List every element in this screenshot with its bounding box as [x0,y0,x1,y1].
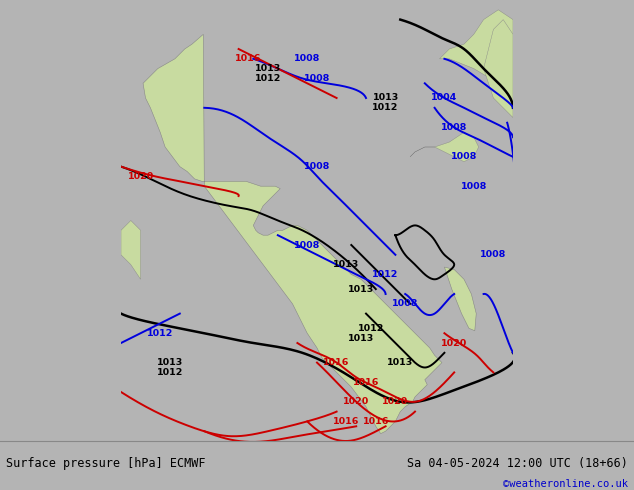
Text: 1013: 1013 [255,64,281,73]
Text: 1016: 1016 [235,54,262,63]
Text: 1008: 1008 [392,299,418,308]
Text: 1008: 1008 [480,250,507,259]
Text: 1020: 1020 [343,397,370,406]
Text: 1020: 1020 [382,397,408,406]
Text: Sa 04-05-2024 12:00 UTC (18+66): Sa 04-05-2024 12:00 UTC (18+66) [407,457,628,469]
Text: 1016: 1016 [353,378,379,387]
Text: 1012: 1012 [372,103,399,112]
Polygon shape [484,20,513,118]
Polygon shape [410,132,479,162]
Text: ©weatheronline.co.uk: ©weatheronline.co.uk [503,479,628,489]
Text: 1012: 1012 [157,368,183,377]
Text: 1008: 1008 [304,162,330,171]
Text: 1008: 1008 [294,54,320,63]
Text: 1008: 1008 [451,152,477,161]
Text: Surface pressure [hPa] ECMWF: Surface pressure [hPa] ECMWF [6,457,206,469]
Text: 1016: 1016 [323,358,350,367]
Text: 1013: 1013 [387,358,413,367]
Polygon shape [121,220,141,279]
Polygon shape [444,267,476,331]
Text: 1008: 1008 [461,182,487,191]
Text: 1008: 1008 [441,123,467,132]
Text: 1012: 1012 [358,324,384,333]
Text: 1020: 1020 [127,172,153,181]
Text: 1004: 1004 [431,94,458,102]
Text: 1016: 1016 [363,417,389,426]
Polygon shape [143,34,442,434]
Text: 1012: 1012 [255,74,281,83]
Text: 1008: 1008 [304,74,330,83]
Text: 1012: 1012 [372,270,399,279]
Polygon shape [439,10,513,98]
Text: 1013: 1013 [157,358,183,367]
Text: 1016: 1016 [333,417,359,426]
Text: 1013: 1013 [348,334,374,343]
Text: 1013: 1013 [373,94,399,102]
Text: 1013: 1013 [333,260,359,269]
Text: 1008: 1008 [294,241,320,249]
Text: 1012: 1012 [147,329,173,338]
Text: 1020: 1020 [441,339,467,347]
Text: 1013: 1013 [348,285,374,294]
